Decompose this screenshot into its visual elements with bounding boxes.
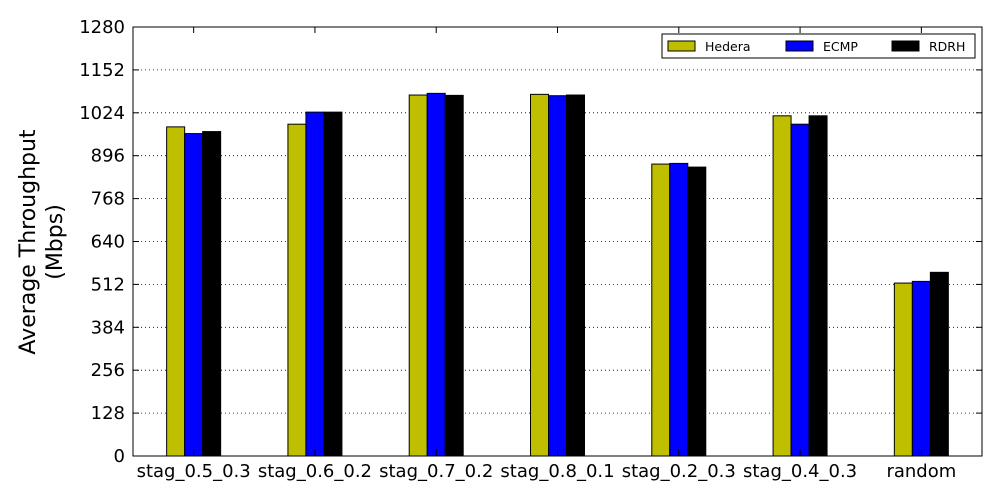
x-tick-label: stag_0.5_0.3 — [137, 461, 251, 482]
y-tick-label: 0 — [114, 446, 125, 467]
bar-ecmp-2 — [426, 92, 446, 457]
x-tick-label: stag_0.7_0.2 — [379, 461, 493, 482]
y-tick-label: 128 — [91, 403, 125, 424]
y-tick-label: 640 — [91, 232, 125, 253]
bar-ecmp-1 — [305, 111, 325, 457]
bar-ecmp-5 — [790, 123, 810, 457]
y-tick-label: 1024 — [79, 103, 125, 124]
y-axis-label-line1: Average Throughput — [16, 129, 41, 354]
x-tick-label: random — [886, 461, 956, 482]
bar-hedera-0 — [166, 126, 186, 457]
y-tick-label: 1280 — [79, 17, 125, 38]
y-axis-label-line2: (Mbps) — [43, 204, 68, 280]
bar-rdrh-0 — [202, 131, 222, 457]
y-tick-label: 256 — [91, 360, 125, 381]
bar-rdrh-1 — [323, 111, 343, 457]
legend-label-hedera: Hedera — [705, 39, 751, 54]
bar-ecmp-6 — [911, 280, 931, 457]
y-axis-label: Average Throughput (Mbps) — [16, 129, 68, 354]
x-tick-label: stag_0.4_0.3 — [743, 461, 857, 482]
legend-swatch-hedera — [667, 40, 696, 52]
axis-ticks: 0 128 256 384 512 640 768 896 1024 1152 1280 stag_0… — [79, 17, 982, 482]
bar-ecmp-0 — [184, 133, 204, 457]
x-tick-label: stag_0.8_0.1 — [500, 461, 614, 482]
bar-rdrh-4 — [687, 166, 707, 457]
bar-hedera-2 — [408, 94, 428, 457]
bar-hedera-6 — [893, 282, 913, 457]
legend-frame — [661, 33, 976, 59]
bar-hedera-4 — [651, 163, 671, 457]
legend: Hedera ECMP RDRH — [661, 33, 976, 59]
x-tick-label: stag_0.2_0.3 — [622, 461, 736, 482]
legend-label-ecmp: ECMP — [823, 39, 858, 54]
y-tick-label: 896 — [91, 146, 125, 167]
bar-rdrh-5 — [808, 115, 828, 457]
y-tick-label: 768 — [91, 189, 125, 210]
bar-rdrh-2 — [444, 94, 464, 457]
legend-swatch-rdrh — [891, 40, 920, 52]
bar-hedera-1 — [287, 123, 307, 457]
bar-rdrh-3 — [566, 94, 585, 457]
bar-hedera-3 — [530, 93, 549, 457]
y-tick-label: 1152 — [79, 60, 125, 81]
legend-label-rdrh: RDRH — [929, 39, 965, 54]
bar-ecmp-3 — [548, 95, 567, 457]
bar-hedera-5 — [772, 115, 792, 457]
x-tick-label: stag_0.6_0.2 — [258, 461, 372, 482]
y-tick-label: 512 — [91, 274, 125, 295]
bar-rdrh-6 — [929, 271, 949, 457]
y-tick-label: 384 — [91, 317, 125, 338]
legend-swatch-ecmp — [785, 40, 814, 52]
bars — [166, 92, 949, 457]
bar-ecmp-4 — [669, 162, 689, 457]
